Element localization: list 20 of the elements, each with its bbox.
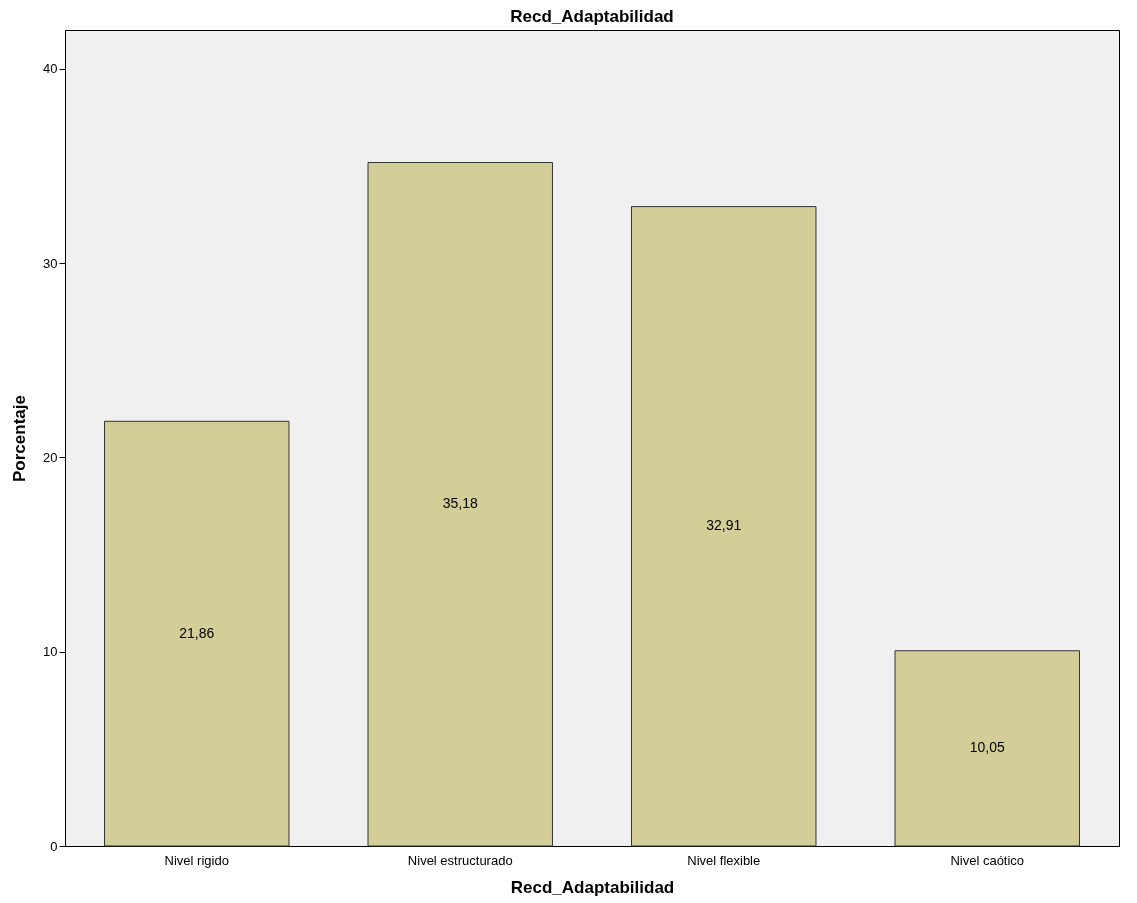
bar	[104, 420, 290, 847]
bar	[631, 206, 817, 847]
y-tick-label: 20	[43, 449, 58, 465]
data-label: 32,91	[706, 517, 742, 534]
bar	[367, 162, 553, 847]
x-tick-label: Nivel flexible	[687, 852, 761, 868]
data-label: 35,18	[442, 495, 478, 512]
x-tick-label: Nivel estructurado	[407, 852, 513, 868]
x-axis-title: Recd_Adaptabilidad	[510, 877, 675, 897]
bar	[894, 650, 1080, 847]
x-tick-label: Nivel rigido	[164, 852, 229, 868]
y-tick-label: 10	[43, 644, 58, 660]
y-tick-label: 40	[43, 61, 58, 77]
x-tick-label: Nivel caótico	[950, 852, 1025, 868]
y-tick-label: 30	[43, 255, 58, 271]
data-label: 21,86	[179, 624, 215, 641]
y-tick-label: 0	[50, 838, 58, 854]
data-label: 10,05	[969, 739, 1005, 756]
y-axis-title: Porcentaje	[10, 395, 30, 482]
chart-title: Recd_Adaptabilidad	[510, 7, 674, 26]
